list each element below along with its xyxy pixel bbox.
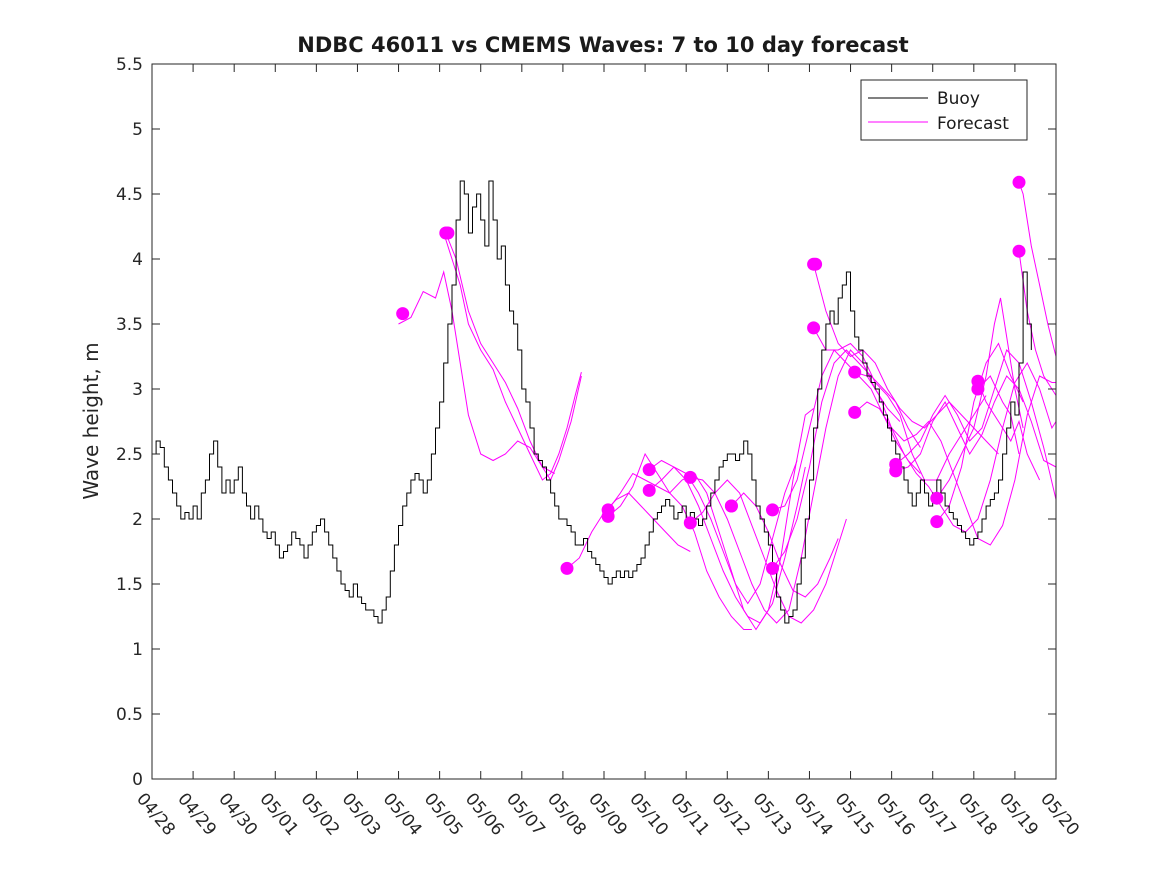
forecast-line-17 <box>895 349 1056 500</box>
y-tick-label: 3 <box>132 380 143 400</box>
y-tick-label: 2 <box>132 510 143 530</box>
x-tick-label: 04/29 <box>173 789 220 839</box>
forecast-line-2 <box>445 232 582 482</box>
x-tick-label: 05/02 <box>297 789 344 839</box>
x-tick-label: 05/05 <box>420 789 467 839</box>
y-tick-label: 1 <box>132 640 143 660</box>
forecast-start-marker <box>971 382 985 396</box>
forecast-line-15 <box>854 361 1056 533</box>
x-tick-label: 05/04 <box>379 789 426 839</box>
legend-box <box>860 79 1028 141</box>
x-tick-label: 05/06 <box>461 789 508 839</box>
forecast-start-marker <box>848 365 862 379</box>
y-tick-label: 0 <box>132 770 143 790</box>
forecast-line-19 <box>936 297 1024 499</box>
forecast-start-marker <box>642 463 656 477</box>
forecast-line-4 <box>607 472 752 630</box>
y-tick-label: 0.5 <box>116 705 143 725</box>
y-tick-label: 3.5 <box>116 315 143 335</box>
x-tick-label: 05/12 <box>707 789 754 839</box>
x-tick-label: 05/13 <box>749 789 796 839</box>
forecast-start-marker <box>809 257 823 271</box>
forecast-line-13 <box>813 264 999 455</box>
forecast-line-10 <box>731 492 839 598</box>
x-tick-label: 05/15 <box>831 789 878 839</box>
x-tick-label: 04/28 <box>132 789 179 839</box>
forecast-start-marker <box>642 483 656 497</box>
forecast-start-marker <box>807 321 821 335</box>
forecast-line-7 <box>648 460 798 605</box>
legend-buoy-label: Buoy <box>937 89 980 109</box>
forecast-line-18 <box>895 375 1056 472</box>
x-tick-label: 05/08 <box>543 789 590 839</box>
forecast-start-marker <box>724 499 738 513</box>
x-tick-label: 04/30 <box>214 789 261 839</box>
x-tick-label: 05/10 <box>625 789 672 839</box>
x-tick-label: 05/20 <box>1036 789 1083 839</box>
forecast-start-marker <box>560 561 574 575</box>
x-tick-label: 05/14 <box>790 789 837 839</box>
forecast-start-marker <box>766 561 779 575</box>
y-tick-label: 1.5 <box>116 575 143 595</box>
forecast-line-16 <box>854 375 1056 546</box>
forecast-start-marker <box>683 470 697 484</box>
forecast-start-marker <box>1012 175 1026 189</box>
forecast-start-marker <box>1012 244 1026 258</box>
forecast-start-marker <box>930 515 944 529</box>
y-tick-label: 5 <box>132 120 143 140</box>
y-tick-label: 4 <box>132 250 143 270</box>
forecast-line-6 <box>648 459 806 624</box>
forecast-line-9 <box>689 479 847 624</box>
x-tick-label: 05/16 <box>872 789 919 839</box>
forecast-line-23 <box>1018 182 1056 357</box>
x-tick-label: 05/09 <box>584 789 631 839</box>
series-layer <box>152 175 1056 631</box>
forecast-line-11 <box>772 349 921 511</box>
plot-frame <box>151 63 1057 780</box>
forecast-line-21 <box>977 381 1041 481</box>
forecast-line-24 <box>1018 251 1056 396</box>
ticks-layer: 00.511.522.533.544.555.504/2804/2904/300… <box>116 55 1083 840</box>
forecast-start-marker <box>441 226 455 240</box>
chart-title: NDBC 46011 vs CMEMS Waves: 7 to 10 day f… <box>297 33 908 57</box>
y-tick-label: 5.5 <box>116 55 143 75</box>
x-tick-label: 05/19 <box>995 789 1042 839</box>
legend: Buoy Forecast <box>860 79 1028 141</box>
forecast-start-marker <box>396 307 410 321</box>
forecast-line-22 <box>977 375 1020 455</box>
x-tick-label: 05/17 <box>913 789 960 839</box>
forecast-line-3 <box>566 492 691 569</box>
x-tick-label: 05/18 <box>954 789 1001 839</box>
x-tick-label: 05/11 <box>666 789 713 839</box>
y-tick-label: 4.5 <box>116 185 143 205</box>
x-tick-label: 05/03 <box>338 789 385 839</box>
y-axis-label: Wave height, m <box>79 342 103 499</box>
forecast-start-marker <box>889 464 903 478</box>
forecast-start-marker <box>848 405 862 419</box>
forecast-line-14 <box>813 327 987 481</box>
forecast-line-20 <box>936 342 1024 522</box>
x-tick-label: 05/07 <box>502 789 549 839</box>
forecast-start-marker <box>930 491 944 505</box>
forecast-line-1 <box>443 232 582 481</box>
legend-forecast-label: Forecast <box>937 114 1009 134</box>
forecast-start-marker <box>766 503 779 517</box>
forecast-start-marker <box>683 516 697 530</box>
forecast-line-8 <box>690 349 901 624</box>
axes-layer <box>151 63 1057 780</box>
x-tick-label: 05/01 <box>255 789 302 839</box>
y-tick-label: 2.5 <box>116 445 143 465</box>
buoy-line <box>152 180 1032 624</box>
forecast-line-5 <box>607 408 814 631</box>
forecast-start-marker <box>601 509 615 523</box>
